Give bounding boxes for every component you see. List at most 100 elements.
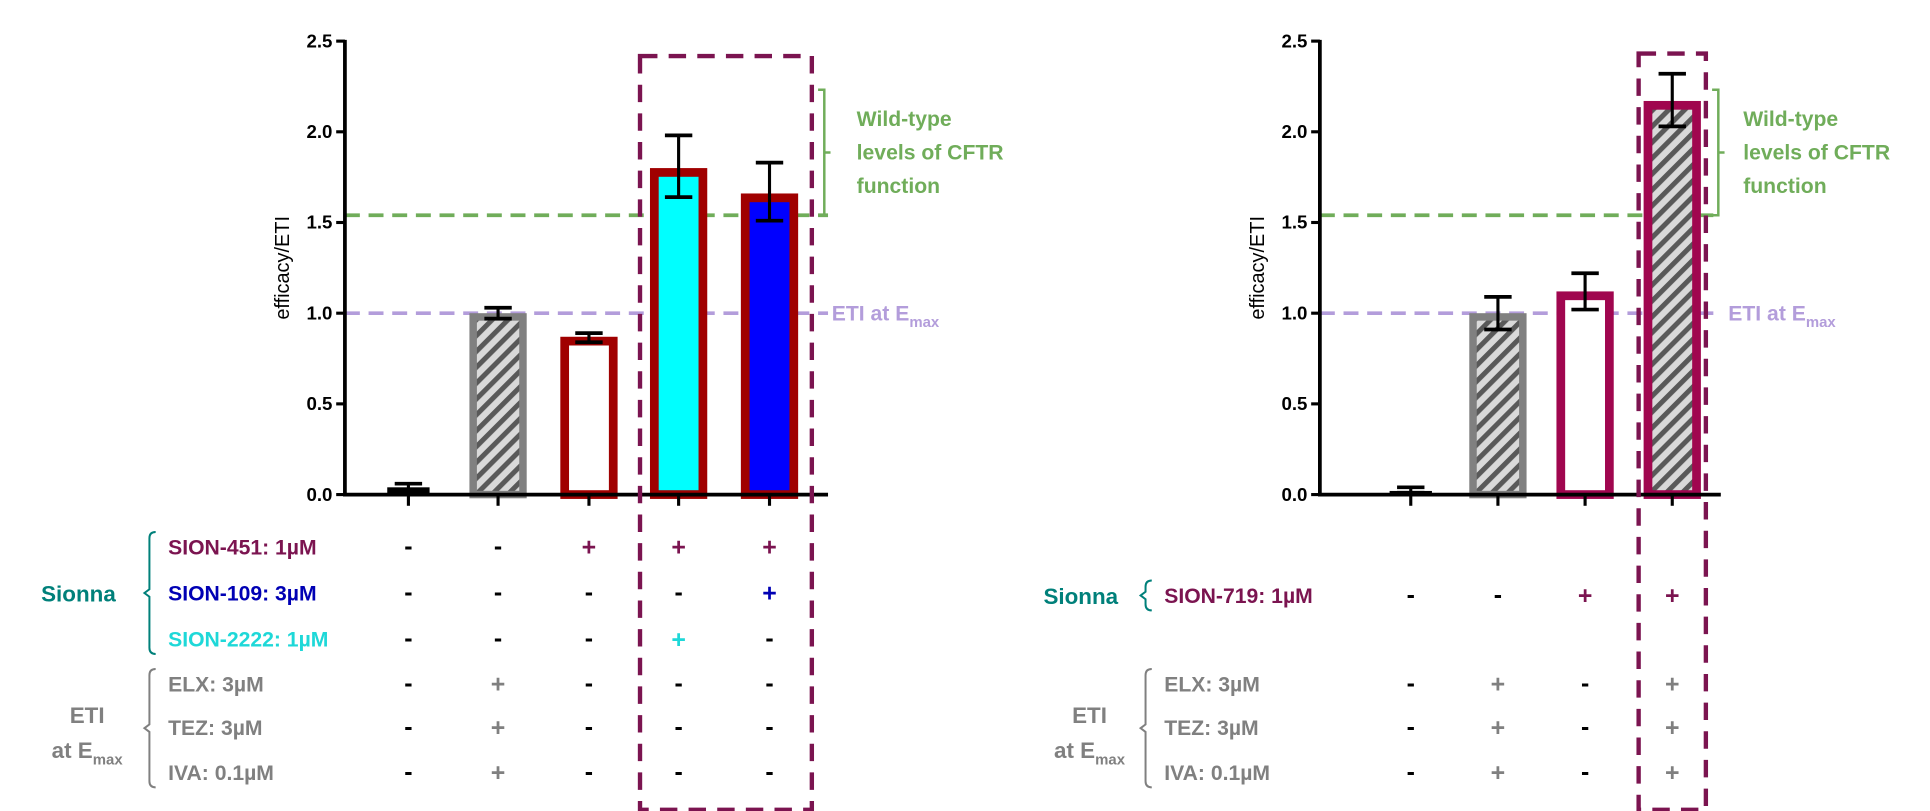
minus-sign: - — [494, 532, 502, 560]
minus-sign: - — [404, 532, 412, 560]
condition-label: IVA: 0.1µM — [1164, 762, 1270, 785]
minus-sign: - — [674, 713, 682, 741]
plus-sign: + — [762, 534, 777, 562]
error-bar — [484, 305, 512, 321]
minus-sign: - — [404, 669, 412, 697]
y-tick-label: 2.0 — [1281, 121, 1307, 142]
y-tick-label: 1.5 — [1281, 212, 1307, 233]
group-label-eti-emax: at Emax — [52, 738, 124, 768]
condition-label: SION-109: 3µM — [168, 582, 317, 605]
condition-label: SION-2222: 1µM — [168, 629, 328, 652]
group-label-eti: ETI — [70, 703, 105, 728]
eti-emax-main: at E — [1054, 738, 1095, 763]
group-bracket — [142, 530, 156, 656]
plus-sign: + — [1665, 582, 1680, 610]
error-bar — [1397, 485, 1425, 495]
error-bar — [1658, 71, 1686, 129]
right-chart: 0.0 0.5 1.0 1.5 2.0 2.5 efficacy/ETI Wild-type l… — [1043, 30, 1890, 811]
plus-sign: + — [1665, 714, 1680, 742]
minus-sign: - — [674, 578, 682, 606]
minus-sign: - — [1407, 581, 1415, 609]
plus-sign: + — [491, 714, 506, 742]
minus-sign: - — [404, 625, 412, 653]
y-tick-label: 0.5 — [306, 393, 332, 414]
minus-sign: - — [494, 578, 502, 606]
bar — [1643, 100, 1701, 499]
minus-sign: - — [585, 625, 593, 653]
wild-type-label: levels of CFTR — [857, 141, 1004, 164]
plus-sign: + — [582, 534, 597, 562]
minus-sign: - — [674, 669, 682, 697]
eti-emax-sub: max — [1806, 314, 1837, 331]
y-tick-label: 2.5 — [306, 30, 332, 51]
group-label-sionna: Sionna — [41, 582, 116, 607]
wild-type-bracket — [818, 88, 831, 217]
bar — [649, 168, 708, 499]
plus-sign: + — [1491, 671, 1506, 699]
plus-sign: + — [1665, 759, 1680, 787]
bar — [560, 336, 618, 499]
condition-label: ELX: 3µM — [1164, 673, 1260, 696]
y-tick-label: 1.0 — [306, 302, 332, 323]
y-tick-label: 0.0 — [306, 484, 332, 505]
condition-label: TEZ: 3µM — [1164, 717, 1258, 740]
eti-emax-sub: max — [93, 751, 124, 768]
minus-sign: - — [765, 625, 773, 653]
minus-sign: - — [1407, 758, 1415, 786]
group-bracket — [1138, 667, 1152, 789]
plus-sign: + — [1665, 671, 1680, 699]
minus-sign: - — [765, 669, 773, 697]
minus-sign: - — [494, 625, 502, 653]
minus-sign: - — [1407, 669, 1415, 697]
y-axis-label: efficacy/ETI — [1247, 216, 1269, 320]
highlight-box — [1636, 51, 1709, 811]
y-tick-label: 0.5 — [1281, 393, 1307, 414]
minus-sign: - — [404, 713, 412, 741]
minus-sign: - — [765, 713, 773, 741]
plus-sign: + — [1491, 714, 1506, 742]
wild-type-label: levels of CFTR — [1743, 141, 1890, 164]
eti-emax-main: ETI at E — [832, 303, 910, 326]
condition-label: ELX: 3µM — [168, 673, 264, 696]
plus-sign: + — [491, 671, 506, 699]
group-bracket — [142, 667, 156, 789]
minus-sign: - — [765, 758, 773, 786]
minus-sign: - — [585, 669, 593, 697]
error-bar — [664, 133, 693, 199]
error-bar — [755, 160, 784, 223]
y-tick-label: 0.0 — [1281, 484, 1307, 505]
error-bar — [575, 331, 603, 345]
plus-sign: + — [671, 626, 686, 654]
minus-sign: - — [1581, 713, 1589, 741]
group-label-sionna: Sionna — [1043, 584, 1118, 609]
plus-sign: + — [671, 534, 686, 562]
minus-sign: - — [674, 758, 682, 786]
plus-sign: + — [762, 580, 777, 608]
eti-emax-main: at E — [52, 738, 93, 763]
eti-emax-label: ETI at Emax — [832, 303, 940, 331]
eti-emax-main: ETI at E — [1728, 303, 1806, 326]
minus-sign: - — [585, 578, 593, 606]
y-tick-label: 2.5 — [1281, 30, 1307, 51]
wild-type-label: Wild-type — [857, 108, 952, 131]
error-bar — [1484, 294, 1512, 332]
bar — [1469, 313, 1527, 499]
error-bar — [394, 481, 423, 493]
y-axis-label: efficacy/ETI — [272, 216, 294, 320]
condition-label: SION-719: 1µM — [1164, 585, 1313, 608]
minus-sign: - — [404, 758, 412, 786]
bar — [740, 193, 799, 499]
y-tick-label: 2.0 — [306, 121, 332, 142]
left-chart: 0.0 0.5 1.0 1.5 2.0 2.5 efficacy/ETI Wild-type l… — [41, 30, 1004, 811]
wild-type-label: function — [1743, 175, 1826, 198]
condition-label: TEZ: 3µM — [168, 717, 262, 740]
plus-sign: + — [1491, 759, 1506, 787]
bar — [469, 313, 527, 499]
wild-type-label: function — [857, 175, 940, 198]
plus-sign: + — [1578, 582, 1593, 610]
eti-emax-sub: max — [909, 314, 940, 331]
bar — [1556, 291, 1614, 499]
minus-sign: - — [1494, 581, 1502, 609]
eti-emax-sub: max — [1095, 751, 1126, 768]
